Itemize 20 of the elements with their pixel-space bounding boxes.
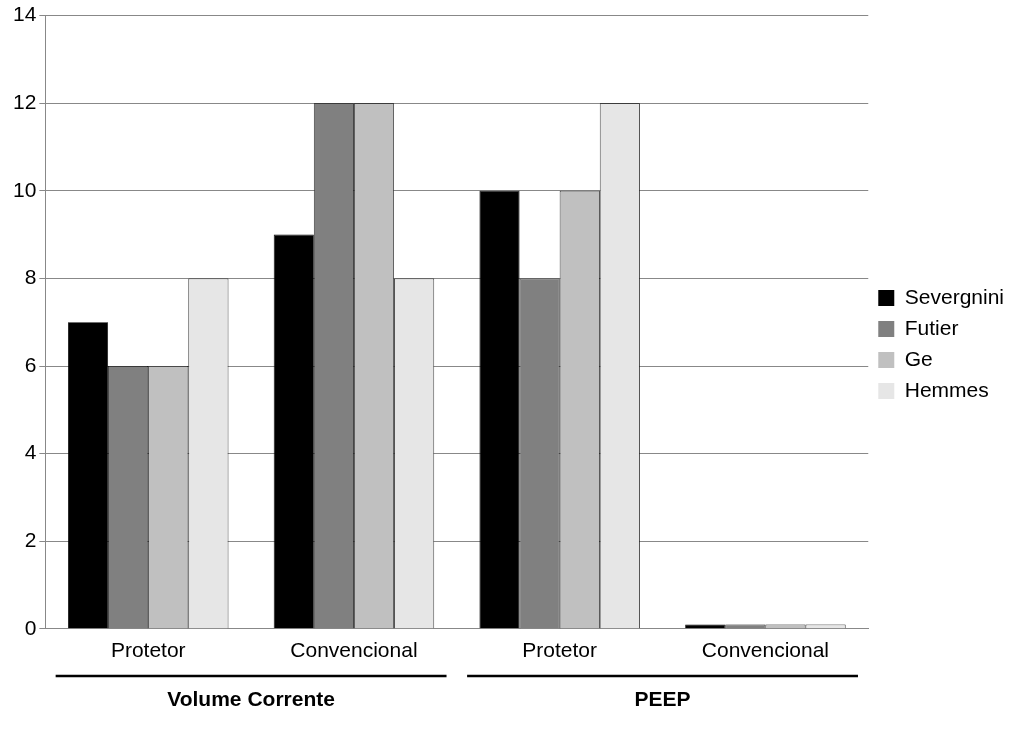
y-tick-label: 6: [24, 352, 37, 376]
x-tick-label: Protetor: [522, 638, 598, 662]
y-tick-label: 8: [24, 265, 37, 289]
y-tick-label: 4: [24, 440, 37, 464]
y-tick-label: 10: [13, 177, 37, 201]
x-tick-label: Convencional: [290, 638, 418, 662]
legend-label: Ge: [904, 346, 933, 370]
y-tick-label: 12: [13, 90, 37, 113]
bar: [479, 190, 520, 629]
bar: [685, 624, 726, 629]
legend-label: Severgnini: [904, 284, 1005, 308]
text: Volume Corrente: [167, 687, 335, 711]
text: PEEP: [634, 687, 691, 711]
y-tick-label: 2: [24, 528, 37, 551]
legend-label: Hemmes: [904, 377, 989, 401]
y-tick-label: 0: [24, 615, 37, 639]
x-tick-label: Convencional: [701, 638, 830, 662]
y-tick-label: 14: [13, 2, 37, 26]
x-tick-label: Protetor: [110, 638, 186, 662]
legend-label: Futier: [904, 315, 959, 339]
